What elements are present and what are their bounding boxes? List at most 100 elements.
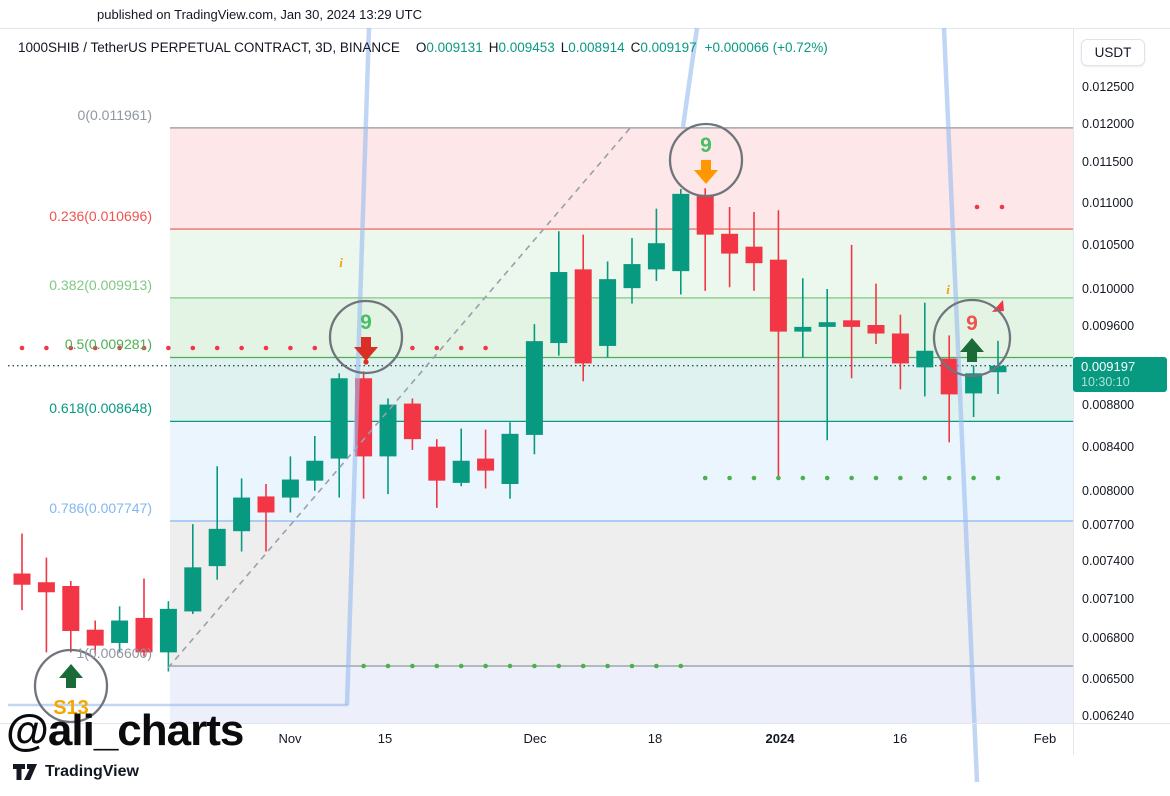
td-setup-dot <box>312 345 318 351</box>
s13-buy-circle[interactable] <box>33 648 109 724</box>
fib-band <box>170 357 1073 422</box>
time-tick-label: 18 <box>647 731 663 746</box>
td-setup-dot <box>19 345 25 351</box>
high-label: H <box>488 40 499 55</box>
td-setup-dot <box>410 345 415 351</box>
fib-level-label: 1(0.006600) <box>76 644 152 661</box>
open-value: 0.009131 <box>426 40 483 55</box>
td-setup-dot <box>751 475 757 481</box>
td-setup-dot <box>727 475 732 481</box>
td-setup-dot <box>68 345 74 351</box>
candle-body <box>355 378 373 457</box>
td-setup-dot <box>288 345 293 351</box>
price-tick-label: 0.006800 <box>1082 630 1135 645</box>
candle-body <box>989 365 1007 373</box>
info-icon[interactable]: i <box>946 282 950 297</box>
td-setup-dot <box>776 475 781 481</box>
candle-body <box>233 497 251 532</box>
open-label: O <box>415 40 427 55</box>
vertical-cycle-line[interactable] <box>680 27 700 128</box>
currency-toggle-button[interactable]: USDT <box>1081 39 1145 66</box>
change-value: +0.000066 (+0.72%) <box>704 40 828 55</box>
fib-level-label: 0.618(0.008648) <box>49 400 152 417</box>
td9-sell-circle-1[interactable] <box>328 299 404 375</box>
td-setup-dot <box>580 663 586 669</box>
symbol-title[interactable]: 1000SHIB / TetherUS PERPETUAL CONTRACT, … <box>18 40 400 55</box>
price-scale[interactable]: 0.012500 0.012000 0.011500 0.011000 0.010500… <box>1074 28 1170 723</box>
tradingview-logo-icon <box>13 764 37 780</box>
candle-body <box>696 195 714 235</box>
td-setup-dot <box>995 475 1001 481</box>
td9-sell-circle-2[interactable] <box>668 122 744 198</box>
fib-level-label: 0.382(0.009913) <box>49 276 152 293</box>
candle-body <box>599 279 617 346</box>
candle-body <box>37 582 55 593</box>
price-tick-label: 0.006500 <box>1082 671 1135 686</box>
td-setup-dot <box>92 345 98 351</box>
fib-band <box>170 665 1073 723</box>
low-label: L <box>560 40 569 55</box>
close-value: 0.009197 <box>640 40 697 55</box>
tradingview-logo[interactable]: TradingView <box>13 763 139 781</box>
td-setup-dot <box>629 663 635 669</box>
td-count-label: 9 <box>700 134 712 157</box>
candle-body <box>940 358 958 395</box>
up-arrow-icon <box>960 338 984 362</box>
td-setup-dot <box>678 663 684 669</box>
fib-band <box>170 421 1073 521</box>
candle-body <box>13 573 31 585</box>
price-tick-label: 0.012000 <box>1082 116 1135 131</box>
td-count-label: 9 <box>966 312 978 335</box>
price-tick-label: 0.007100 <box>1082 591 1135 606</box>
high-value: 0.009453 <box>498 40 555 55</box>
vertical-cycle-line[interactable] <box>941 27 980 783</box>
chart-frame-top-border <box>0 28 1170 29</box>
candle-body <box>672 193 690 272</box>
up-arrow-icon <box>59 664 83 688</box>
price-tick-label: 0.010000 <box>1082 281 1135 296</box>
vertical-cycle-line[interactable] <box>344 27 372 706</box>
td-setup-dot <box>971 475 976 481</box>
candle-body <box>550 272 568 344</box>
candle-body <box>721 233 739 254</box>
candle-body <box>843 320 861 327</box>
td-setup-dot <box>263 345 269 351</box>
price-tick-label: 0.010500 <box>1082 237 1135 252</box>
td-setup-dot <box>702 475 708 481</box>
time-tick-label: Dec <box>523 731 547 746</box>
time-tick-label: 2024 <box>765 731 795 746</box>
td-dot <box>363 359 369 365</box>
fib-band <box>170 520 1073 666</box>
td-setup-dot <box>946 475 952 481</box>
td-setup-dot <box>849 475 854 481</box>
price-tick-label: 0.008800 <box>1082 397 1135 412</box>
fib-level-label: 0.5(0.009281) <box>64 336 152 353</box>
published-banner: published on TradingView.com, Jan 30, 20… <box>97 7 422 22</box>
price-tick-label: 0.007400 <box>1082 554 1135 569</box>
last-price-badge: 0.009197 10:30:10 <box>1073 356 1167 392</box>
td-setup-dot <box>44 345 49 351</box>
fib-band <box>170 127 1073 230</box>
fib-band <box>170 297 1073 358</box>
candle-body <box>281 479 299 498</box>
down-arrow-icon <box>354 337 378 361</box>
candle-body <box>379 404 397 457</box>
candle-body <box>184 567 202 612</box>
time-tick-label: Feb <box>1033 731 1057 746</box>
candle-body <box>86 629 104 646</box>
close-label: C <box>630 40 641 55</box>
candle-body <box>159 608 177 653</box>
td-setup-dot <box>507 663 513 669</box>
td-setup-dot <box>800 475 806 481</box>
candle-body <box>306 460 324 481</box>
trendline-dashed[interactable] <box>167 126 632 669</box>
td-setup-dot <box>166 345 171 351</box>
td-count-label: 9 <box>360 311 372 334</box>
td-setup-dot <box>556 663 562 669</box>
td-setup-dot <box>458 345 464 351</box>
info-icon[interactable]: i <box>339 255 343 270</box>
time-scale[interactable]: Nov 15 Dec 18 2024 16 Feb <box>0 723 1073 755</box>
td9-buy-circle[interactable] <box>932 298 1012 378</box>
candle-body <box>208 528 226 567</box>
